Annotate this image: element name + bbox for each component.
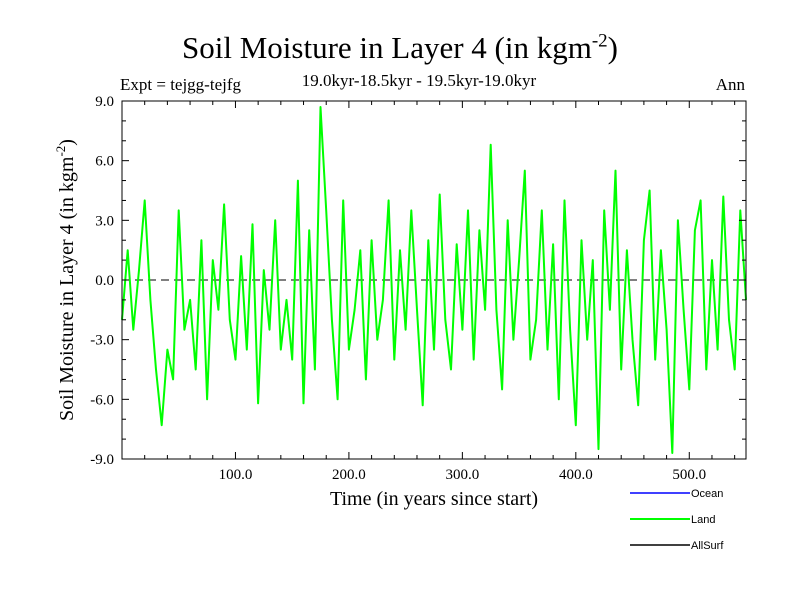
x-tick-label: 200.0 — [332, 467, 366, 483]
x-axis-label: Time (in years since start) — [330, 488, 538, 510]
y-tick-label: 9.0 — [95, 94, 114, 110]
x-tick-label: 300.0 — [445, 467, 479, 483]
legend-label-allsurf: AllSurf — [691, 540, 724, 552]
legend-label-land: Land — [691, 514, 715, 526]
y-tick-label: -3.0 — [90, 333, 114, 349]
chart-subtitle: 19.0kyr-18.5kyr - 19.5kyr-19.0kyr — [301, 71, 537, 90]
series-line-land — [121, 106, 747, 454]
y-tick-label: -6.0 — [90, 392, 114, 408]
y-tick-label: 6.0 — [95, 154, 114, 170]
y-tick-label: 3.0 — [95, 213, 114, 229]
experiment-label: Expt = tejgg-tejfg — [120, 75, 242, 94]
season-label: Ann — [715, 75, 745, 94]
x-tick-label: 100.0 — [219, 467, 253, 483]
legend-label-ocean: Ocean — [691, 488, 723, 500]
y-tick-label: -9.0 — [90, 452, 114, 468]
y-tick-label: 0.0 — [95, 273, 114, 289]
y-axis-label: Soil Moisture in Layer 4 (in kgm-2) — [53, 139, 78, 421]
x-tick-label: 400.0 — [559, 467, 593, 483]
x-tick-label: 500.0 — [672, 467, 706, 483]
chart-title: Soil Moisture in Layer 4 (in kgm-2) — [182, 30, 618, 65]
